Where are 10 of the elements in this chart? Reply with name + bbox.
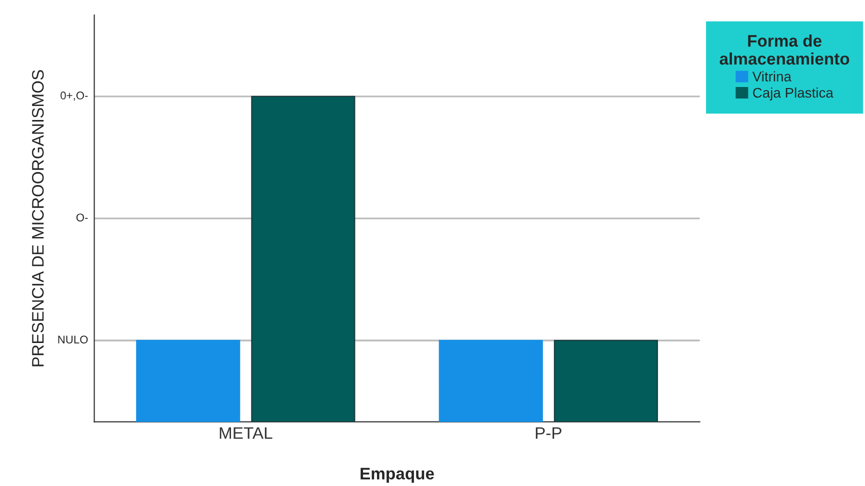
y-axis-title: PRESENCIA DE MICROORGANISMOS: [32, 70, 44, 366]
ref-line-label: 0+,O-: [60, 92, 88, 101]
legend-label: Caja Plastica: [753, 87, 834, 100]
ref-line-label: NULO: [58, 336, 88, 344]
x-axis-title: Empaque: [360, 468, 434, 483]
legend-title: Forma de almacenamiento: [720, 34, 850, 65]
ref-line-label: O-: [76, 214, 88, 222]
x-tick-label: METAL: [220, 427, 272, 439]
legend-label: Vitrina: [752, 71, 792, 82]
x-tick-label: P-P: [536, 427, 562, 439]
